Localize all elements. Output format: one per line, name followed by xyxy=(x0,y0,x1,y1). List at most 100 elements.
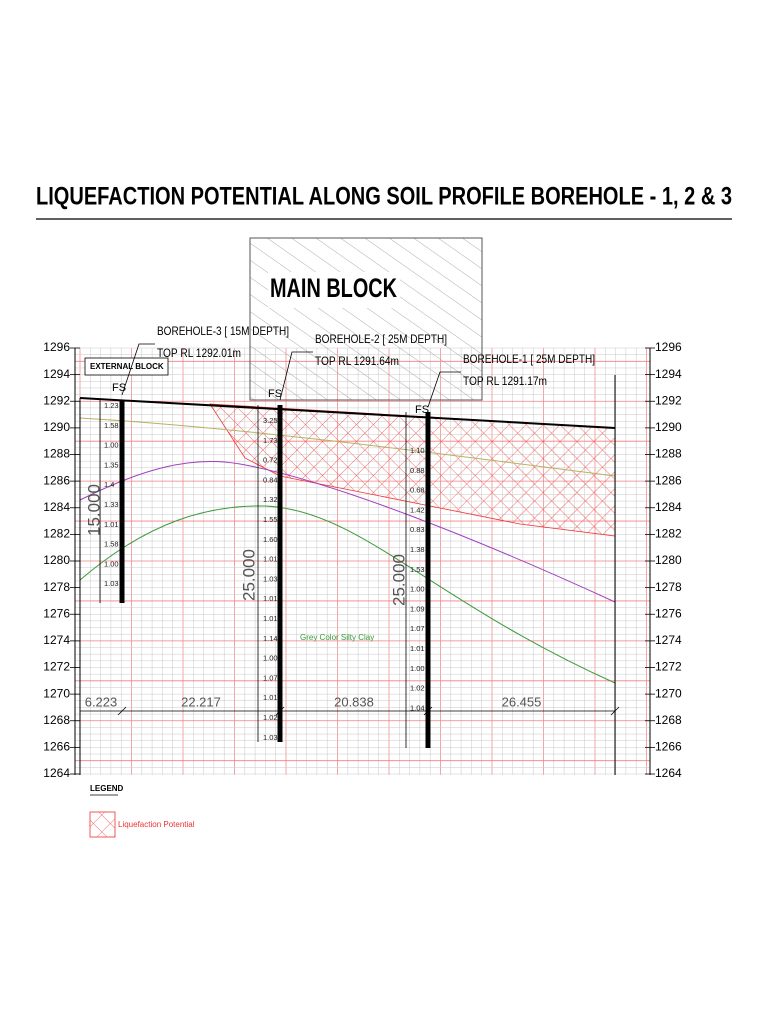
soil-label: Grey Color Silty Clay xyxy=(300,633,374,642)
depth-label: 25.000 xyxy=(389,554,408,606)
dimension-tick xyxy=(275,706,285,716)
fs-value: 1.10 xyxy=(410,446,425,455)
elevation-label: 1292 xyxy=(655,393,682,407)
title: LIQUEFACTION POTENTIAL ALONG SOIL PROFIL… xyxy=(36,183,732,211)
fs-value: 1.00 xyxy=(410,585,425,594)
fs-value: 1.09 xyxy=(410,604,425,613)
elevation-label: 1264 xyxy=(43,766,70,780)
fs-label: FS xyxy=(112,382,126,394)
fs-value: 1.38 xyxy=(410,545,425,554)
fs-value: 1.01 xyxy=(104,520,119,529)
fs-value: 0.68 xyxy=(410,486,425,495)
fs-value: 1.01 xyxy=(263,614,278,623)
external-block-label: EXTERNAL BLOCK xyxy=(90,362,164,371)
elevation-label: 1290 xyxy=(655,420,682,434)
elevation-label: 1280 xyxy=(43,553,70,567)
fs-value: 1.60 xyxy=(263,535,278,544)
fs-value: 1.04 xyxy=(410,703,425,712)
elevation-label: 1268 xyxy=(43,713,70,727)
fs-value: 1.00 xyxy=(104,559,119,568)
main-block-label-bg xyxy=(268,272,400,308)
elevation-label: 1272 xyxy=(655,660,682,674)
fs-value: 1.23 xyxy=(104,401,119,410)
elevation-label: 1266 xyxy=(655,740,682,754)
depth-label: 15.000 xyxy=(84,484,103,536)
fs-value: 1.73 xyxy=(263,436,278,445)
legend-title: LEGEND xyxy=(90,784,124,793)
elevation-label: 1270 xyxy=(43,686,70,700)
main-block-label: MAIN BLOCK xyxy=(270,273,397,303)
fs-value: 1.02 xyxy=(263,713,278,722)
fs-value: 1.01 xyxy=(263,693,278,702)
fs-value: 0.88 xyxy=(410,466,425,475)
spacing-label: 26.455 xyxy=(502,694,542,709)
borehole-top-rl: TOP RL 1291.17m xyxy=(463,374,547,388)
borehole-top-rl: TOP RL 1291.64m xyxy=(315,354,399,368)
fs-value: 1.07 xyxy=(263,673,278,682)
fs-value: 1.00 xyxy=(104,441,119,450)
fs-value: 1.03 xyxy=(263,574,278,583)
fs-value: 1.01 xyxy=(263,555,278,564)
elevation-label: 1274 xyxy=(655,633,682,647)
leader xyxy=(279,351,313,401)
curve-purple xyxy=(79,460,616,603)
fs-label: FS xyxy=(415,404,429,416)
elevation-label: 1288 xyxy=(655,447,682,461)
fs-value: 1.58 xyxy=(104,421,119,430)
fs-value: 1.33 xyxy=(104,500,119,509)
elevation-label: 1296 xyxy=(655,340,682,354)
elevation-label: 1266 xyxy=(43,740,70,754)
elevation-label: 1292 xyxy=(43,393,70,407)
spacing-label: 6.223 xyxy=(85,694,118,709)
fs-value: 1.53 xyxy=(410,565,425,574)
fs-value: 1.01 xyxy=(263,594,278,603)
main-block xyxy=(249,237,483,401)
fs-value: 0.83 xyxy=(410,525,425,534)
fs-value: 1.4 xyxy=(104,480,114,489)
borehole-name: BOREHOLE-2 [ 25M DEPTH] xyxy=(315,332,447,346)
elevation-label: 1290 xyxy=(43,420,70,434)
fs-value: 3.25 xyxy=(263,416,278,425)
elevation-label: 1272 xyxy=(43,660,70,674)
fs-value: 0.72 xyxy=(263,456,278,465)
spacing-label: 22.217 xyxy=(181,694,221,709)
elevation-label: 1284 xyxy=(655,500,682,514)
fs-value: 1.02 xyxy=(410,684,425,693)
fs-value: 1.07 xyxy=(410,624,425,633)
leader xyxy=(427,371,461,408)
fs-label: FS xyxy=(268,388,282,400)
ground-line xyxy=(79,397,616,429)
fs-value: 1.03 xyxy=(263,733,278,742)
dimension-tick xyxy=(610,706,620,716)
fs-value: 1.00 xyxy=(410,664,425,673)
fs-value: 1.55 xyxy=(263,515,278,524)
curve-olive xyxy=(79,417,616,477)
curve-green xyxy=(79,505,616,684)
elevation-label: 1270 xyxy=(655,686,682,700)
external-block-box xyxy=(84,357,169,376)
legend-item: Liquefaction Potential xyxy=(118,820,195,829)
dimension-tick xyxy=(117,706,127,716)
fs-value: 1.14 xyxy=(263,634,278,643)
elevation-label: 1294 xyxy=(655,367,682,381)
elevation-label: 1278 xyxy=(655,580,682,594)
borehole-top-rl: TOP RL 1292.01m xyxy=(157,346,241,360)
fs-value: 1.58 xyxy=(104,540,119,549)
spacing-label: 20.838 xyxy=(334,694,374,709)
leader xyxy=(121,343,155,396)
fs-value: 1.35 xyxy=(104,460,119,469)
elevation-label: 1282 xyxy=(43,527,70,541)
dimension-tick xyxy=(423,706,433,716)
fs-value: 1.32 xyxy=(263,495,278,504)
fs-value: 1.03 xyxy=(104,579,119,588)
elevation-label: 1294 xyxy=(43,367,70,381)
elevation-label: 1278 xyxy=(43,580,70,594)
fs-value: 1.01 xyxy=(410,644,425,653)
elevation-label: 1264 xyxy=(655,766,682,780)
elevation-label: 1286 xyxy=(655,473,682,487)
elevation-label: 1276 xyxy=(655,606,682,620)
elevation-label: 1274 xyxy=(43,633,70,647)
fs-value: 0.84 xyxy=(263,475,278,484)
elevation-label: 1286 xyxy=(43,473,70,487)
